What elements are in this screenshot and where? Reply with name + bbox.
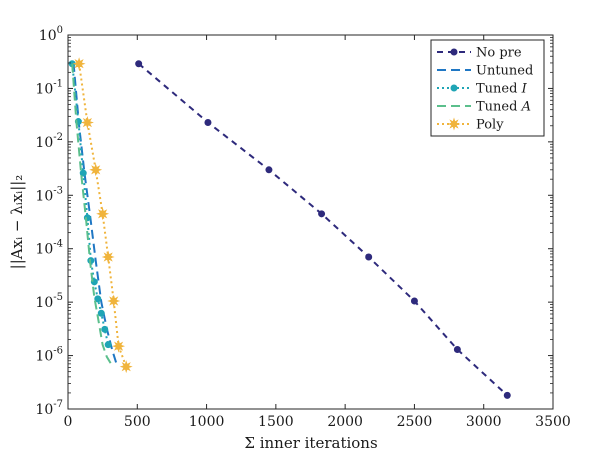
data-point-poly [101, 250, 115, 264]
y-tick-base: 10 [35, 349, 53, 365]
y-tick-base: 10 [35, 188, 53, 204]
y-tick-exponent: 0 [57, 25, 63, 36]
legend-item-untuned: Untuned [437, 64, 533, 79]
x-axis-label: Σ inner iterations [244, 434, 377, 452]
legend-label-var: I [521, 82, 528, 97]
series-line-untuned [72, 62, 118, 365]
series-poly [72, 57, 133, 374]
data-point-no-pre [453, 345, 461, 353]
y-axis-label-text: ||Axᵢ − λᵢxᵢ||₂ [8, 175, 26, 270]
legend-item-tuned-a: Tuned A [437, 100, 531, 115]
y-tick-base: 10 [35, 81, 53, 97]
y-tick-label: 10-6 [35, 346, 63, 365]
y-tick-base: 10 [35, 402, 53, 418]
x-tick-label: 500 [124, 414, 151, 430]
y-tick-label: 10-1 [35, 78, 63, 97]
series-tuned-a [71, 63, 112, 365]
legend-label-var: A [521, 100, 531, 115]
y-tick-base: 10 [39, 28, 57, 44]
legend-label: Tuned A [476, 100, 531, 115]
data-point-no-pre [318, 210, 326, 218]
data-point-poly [89, 163, 103, 177]
axis-layer: 0 500 1000 1500 2000 2500 3000 350010010-110-21… [35, 25, 570, 430]
plot-frame [67, 34, 554, 410]
legend-item-no-pre: No pre [437, 46, 522, 61]
data-point-poly [72, 57, 86, 71]
data-point-poly [96, 207, 110, 221]
series-line-no-pre [138, 62, 508, 397]
x-tick-label: 2500 [397, 414, 433, 430]
y-axis-label: ||Axᵢ − λᵢxᵢ||₂ [8, 175, 26, 270]
y-tick-exponent: -7 [53, 399, 63, 410]
y-tick-exponent: -4 [53, 239, 63, 250]
data-point-no-pre [365, 253, 373, 261]
data-point-no-pre [503, 391, 511, 399]
series-line-tuned-a [71, 63, 112, 365]
series-no-pre [135, 60, 511, 399]
legend-label: No pre [476, 46, 522, 61]
y-tick-exponent: -2 [53, 132, 63, 143]
y-tick-exponent: -6 [53, 346, 63, 357]
x-tick-label: 3000 [466, 414, 502, 430]
x-tick-label: 1000 [189, 414, 225, 430]
series-untuned [72, 62, 118, 365]
data-point-tuned-i [79, 169, 87, 177]
y-tick-label: 10-5 [35, 292, 63, 311]
y-tick-label: 10-4 [35, 239, 63, 258]
y-tick-label: 10-2 [35, 132, 63, 151]
x-tick-label: 2000 [327, 414, 363, 430]
legend-item-tuned-i: Tuned I [437, 82, 528, 97]
data-point-poly [112, 339, 126, 353]
series-layer [68, 57, 511, 399]
legend-label-text: Untuned [476, 64, 533, 79]
x-tick-label: 3500 [535, 414, 571, 430]
y-tick-base: 10 [35, 135, 53, 151]
data-point-no-pre [410, 297, 418, 305]
series-tuned-i [68, 60, 112, 349]
y-tick-exponent: -1 [53, 78, 63, 89]
y-tick-exponent: -5 [53, 292, 63, 303]
legend-label: Untuned [476, 64, 533, 79]
data-point-tuned-i [101, 325, 109, 333]
x-tick-label: 0 [64, 414, 73, 430]
y-tick-exponent: -3 [53, 185, 63, 196]
data-point-poly [119, 360, 133, 374]
legend-label: Poly [476, 118, 504, 133]
legend-label-text: Tuned [476, 82, 522, 97]
x-tick-label: 1500 [258, 414, 294, 430]
data-point-tuned-i [97, 309, 105, 317]
legend-marker [447, 117, 461, 131]
legend-label-text: Tuned [476, 100, 522, 115]
y-tick-label: 10-7 [35, 399, 63, 418]
data-point-no-pre [135, 60, 143, 68]
data-point-poly [107, 294, 121, 308]
data-point-poly [80, 116, 94, 130]
data-point-tuned-i [104, 341, 112, 349]
legend-label-text: No pre [476, 46, 522, 61]
legend-marker [450, 84, 458, 92]
data-point-tuned-i [94, 295, 102, 303]
data-point-no-pre [204, 119, 212, 127]
y-tick-label: 10-3 [35, 185, 63, 204]
legend-label-text: Poly [476, 118, 504, 133]
legend-item-poly: Poly [437, 118, 504, 133]
legend-marker [450, 48, 458, 56]
y-tick-base: 10 [35, 242, 53, 258]
data-point-no-pre [265, 166, 273, 174]
legend-label: Tuned I [476, 82, 528, 97]
y-tick-label: 100 [39, 25, 63, 44]
y-tick-base: 10 [35, 295, 53, 311]
